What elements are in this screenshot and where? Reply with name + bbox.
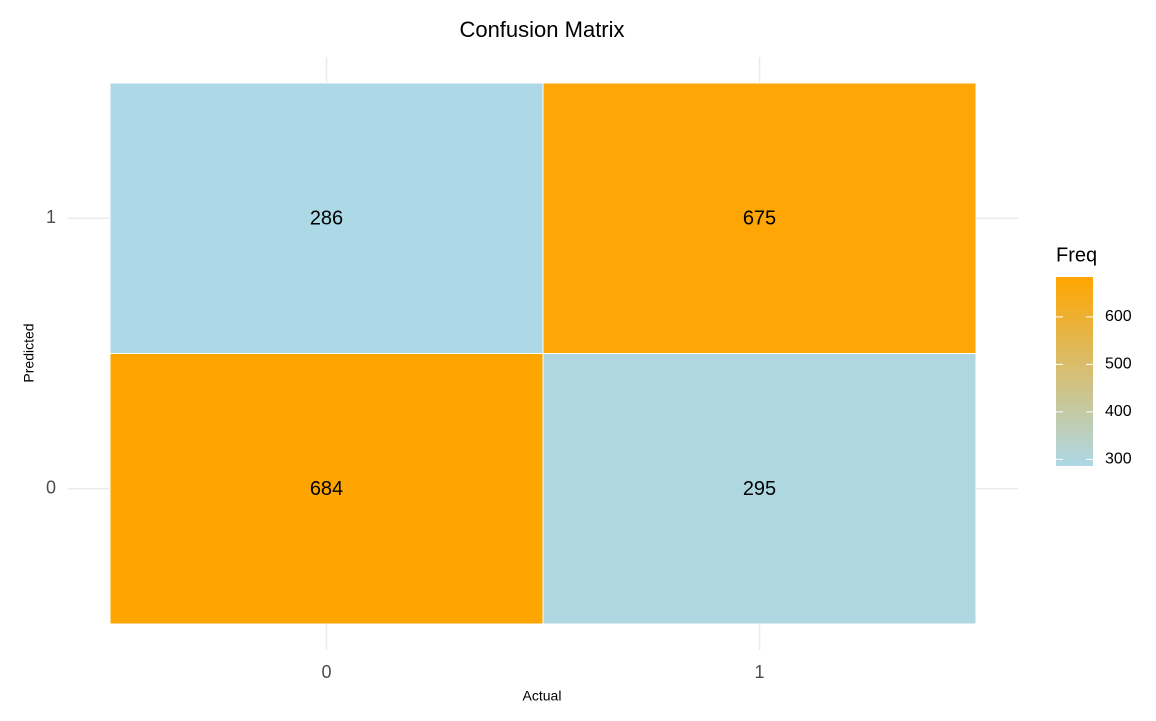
- y-tick-label: 0: [46, 478, 56, 498]
- cell-label: 295: [743, 478, 776, 500]
- heatmap-cell: [542, 353, 977, 625]
- chart-title: Confusion Matrix: [459, 17, 624, 42]
- cell-label: 684: [310, 478, 343, 500]
- colorbar-tick-label: 500: [1105, 356, 1132, 373]
- x-axis-title: Actual: [523, 688, 562, 704]
- heatmap-cell: [109, 82, 544, 354]
- y-axis-title: Predicted: [21, 323, 37, 382]
- cell-label: 286: [310, 208, 343, 230]
- y-tick-label: 1: [46, 207, 56, 227]
- colorbar-tick-label: 400: [1105, 403, 1132, 420]
- x-tick-label: 1: [754, 662, 764, 682]
- legend-title: Freq: [1056, 244, 1097, 266]
- colorbar-tick-label: 300: [1105, 451, 1132, 468]
- heatmap-cell: [109, 353, 544, 625]
- heatmap-cell: [542, 82, 977, 354]
- colorbar: [1056, 277, 1093, 466]
- cell-label: 675: [743, 208, 776, 230]
- x-tick-label: 0: [321, 662, 331, 682]
- colorbar-tick-label: 600: [1105, 308, 1132, 325]
